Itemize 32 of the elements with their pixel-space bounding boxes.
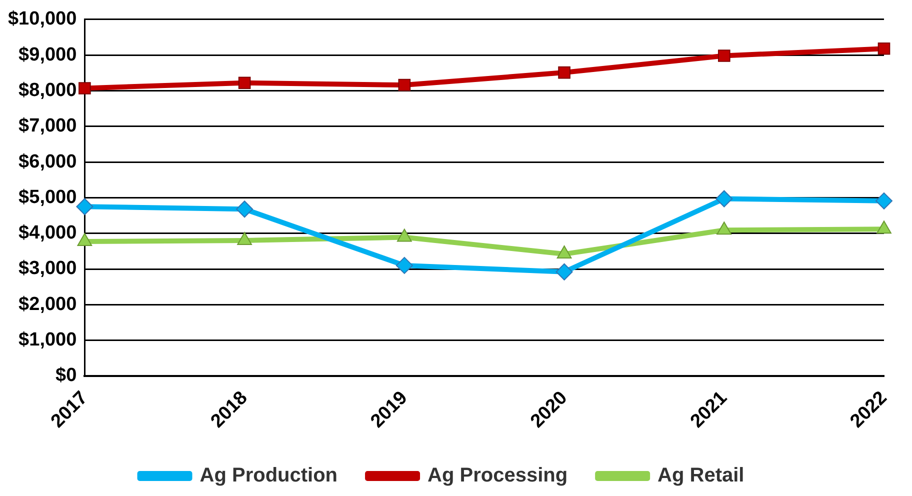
point bbox=[398, 78, 411, 92]
point bbox=[558, 66, 570, 79]
point bbox=[237, 232, 252, 245]
point bbox=[876, 220, 892, 234]
point bbox=[556, 246, 572, 259]
point bbox=[77, 233, 92, 246]
y-tick-label: $5,000 bbox=[18, 186, 77, 208]
y-tick-label: $9,000 bbox=[18, 44, 77, 66]
y-tick-label: $4,000 bbox=[18, 222, 77, 244]
y-tick-label: $3,000 bbox=[18, 258, 77, 280]
point bbox=[236, 200, 254, 218]
y-tick-label: $6,000 bbox=[18, 151, 77, 172]
point bbox=[878, 42, 890, 55]
y-tick-label: $10,000 bbox=[8, 8, 77, 30]
point bbox=[556, 263, 573, 280]
point bbox=[718, 50, 730, 62]
y-tick-label: $0 bbox=[56, 365, 77, 386]
point bbox=[78, 82, 91, 94]
y-tick-label: $7,000 bbox=[18, 116, 77, 137]
point bbox=[238, 76, 251, 90]
legend-label: Ag Retail bbox=[658, 464, 744, 487]
y-tick-label: $2,000 bbox=[18, 294, 77, 315]
legend-label: Ag Production bbox=[200, 464, 338, 487]
point bbox=[76, 198, 94, 216]
point bbox=[876, 192, 892, 210]
y-tick-label: $8,000 bbox=[18, 80, 77, 101]
point bbox=[396, 228, 412, 242]
point bbox=[396, 256, 413, 274]
point bbox=[716, 190, 733, 208]
legend-label: Ag Processing bbox=[428, 464, 568, 487]
y-tick-label: $1,000 bbox=[18, 330, 77, 351]
point bbox=[716, 222, 732, 235]
